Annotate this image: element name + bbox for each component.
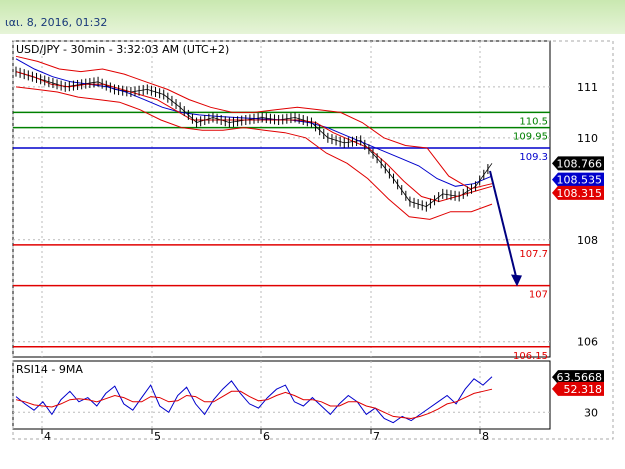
main-chart-title: USD/JPY - 30min - 3:32:03 AM (UTC+2) bbox=[16, 43, 229, 56]
rsi-chart-title: RSI14 - 9MA bbox=[16, 363, 83, 376]
y-tick-label: 111 bbox=[577, 81, 598, 94]
rsi-value-tag-1: 52.318 bbox=[564, 383, 603, 396]
main-price-tag-1: 108.535 bbox=[557, 174, 603, 187]
main-price-tag-2-bg bbox=[552, 185, 604, 200]
title-bar: ιαι. 8, 2016, 01:32 bbox=[0, 0, 625, 34]
level-label-1: 109.95 bbox=[513, 132, 548, 143]
rsi-series-1 bbox=[15, 388, 493, 420]
x-tick-label: 5 bbox=[154, 430, 161, 443]
date-label: ιαι. 8, 2016, 01:32 bbox=[5, 16, 108, 29]
rsi-value-tag-0-bg bbox=[552, 370, 604, 385]
x-tick-label: 7 bbox=[373, 430, 380, 443]
level-label-0: 110.5 bbox=[519, 116, 548, 127]
main-series-2 bbox=[15, 71, 493, 203]
level-label-4: 107 bbox=[529, 290, 548, 301]
trend-arrow-line bbox=[489, 170, 518, 281]
rsi-series-0 bbox=[15, 376, 493, 424]
x-tick-label: 6 bbox=[263, 430, 270, 443]
main-price-tag-0-bg bbox=[552, 156, 604, 171]
x-tick-label: 4 bbox=[44, 430, 51, 443]
main-series-4 bbox=[15, 86, 493, 220]
rsi-value-tag-0: 63.5668 bbox=[557, 371, 603, 384]
main-series-0 bbox=[15, 71, 493, 208]
level-label-3: 107.7 bbox=[519, 249, 548, 260]
main-price-tag-1-bg bbox=[552, 172, 604, 187]
trend-arrow-head bbox=[511, 274, 522, 287]
rsi-panel-frame bbox=[12, 360, 551, 430]
rsi-value-tag-1-bg bbox=[552, 381, 604, 396]
main-price-tag-2: 108.315 bbox=[557, 187, 603, 200]
level-label-5: 106.15 bbox=[513, 351, 548, 362]
main-panel-frame bbox=[12, 40, 551, 358]
y-tick-label: 108 bbox=[577, 234, 598, 247]
x-tick-label: 8 bbox=[482, 430, 489, 443]
y-tick-label: 106 bbox=[577, 336, 598, 349]
rsi-y-tick-label: 30 bbox=[584, 406, 598, 419]
main-price-tag-0: 108.766 bbox=[557, 157, 603, 170]
y-tick-label: 110 bbox=[577, 132, 598, 145]
level-label-2: 109.3 bbox=[519, 152, 548, 163]
main-series-3 bbox=[15, 55, 493, 190]
